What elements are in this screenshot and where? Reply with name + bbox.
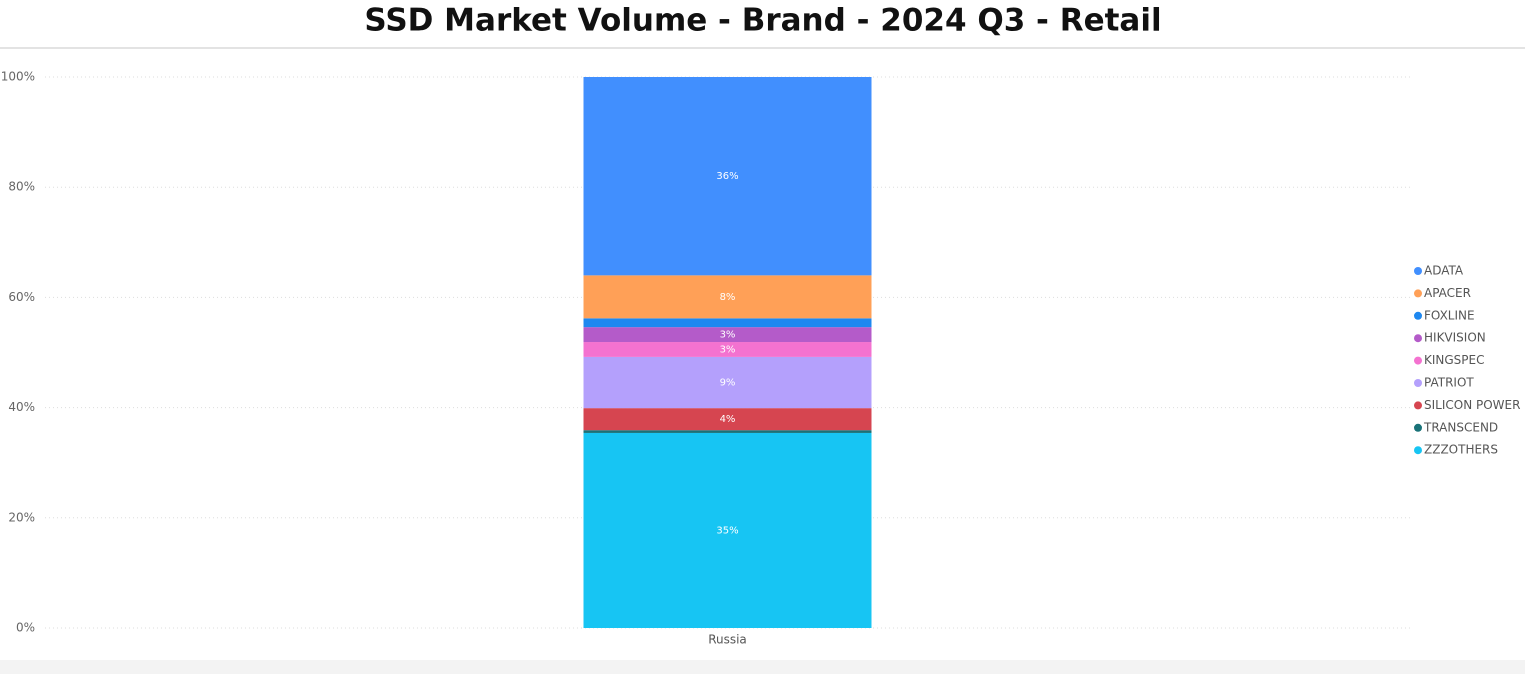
data-label: 4% — [720, 414, 736, 425]
legend-marker — [1414, 401, 1422, 410]
x-tick-label: Russia — [708, 633, 747, 647]
bar-segment — [583, 318, 872, 328]
data-label: 35% — [716, 525, 738, 536]
legend-marker — [1414, 334, 1422, 343]
legend-marker — [1414, 423, 1422, 432]
bar-segment — [583, 275, 872, 319]
footer-strip — [0, 660, 1525, 674]
legend-marker — [1414, 311, 1422, 320]
bar-segment — [583, 408, 872, 431]
legend-label: ADATA — [1424, 264, 1464, 278]
bar-segment — [583, 77, 872, 276]
bar-segment — [583, 430, 872, 433]
data-label: 3% — [720, 330, 736, 341]
y-tick-label: 20% — [8, 510, 35, 524]
legend-marker — [1414, 267, 1422, 275]
data-label: 36% — [716, 171, 738, 182]
bar-segment — [583, 356, 872, 409]
legend-marker — [1414, 379, 1422, 387]
y-tick-label: 100% — [1, 70, 35, 84]
bar-segment — [583, 432, 872, 628]
data-label: 9% — [720, 378, 736, 389]
legend-label: PATRIOT — [1424, 376, 1474, 390]
legend-marker — [1414, 356, 1422, 365]
bar-segment — [583, 342, 872, 357]
legend-label: HIKVISION — [1424, 331, 1486, 345]
legend-label: ZZZOTHERS — [1424, 443, 1498, 457]
legend-label: SILICON POWER — [1424, 398, 1520, 412]
legend-label: FOXLINE — [1424, 308, 1475, 322]
legend-marker — [1414, 289, 1422, 298]
data-label: 3% — [720, 344, 736, 355]
y-tick-label: 60% — [8, 290, 35, 304]
legend-label: KINGSPEC — [1424, 353, 1485, 367]
y-tick-label: 0% — [16, 621, 35, 635]
legend-label: APACER — [1424, 286, 1471, 300]
chart-title: SSD Market Volume - Brand - 2024 Q3 - Re… — [364, 3, 1161, 39]
data-label: 8% — [720, 292, 736, 303]
y-tick-label: 40% — [8, 400, 35, 414]
legend-label: TRANSCEND — [1423, 420, 1498, 434]
legend-marker — [1414, 446, 1422, 455]
y-tick-label: 80% — [8, 180, 35, 194]
bar-segment — [583, 327, 872, 343]
